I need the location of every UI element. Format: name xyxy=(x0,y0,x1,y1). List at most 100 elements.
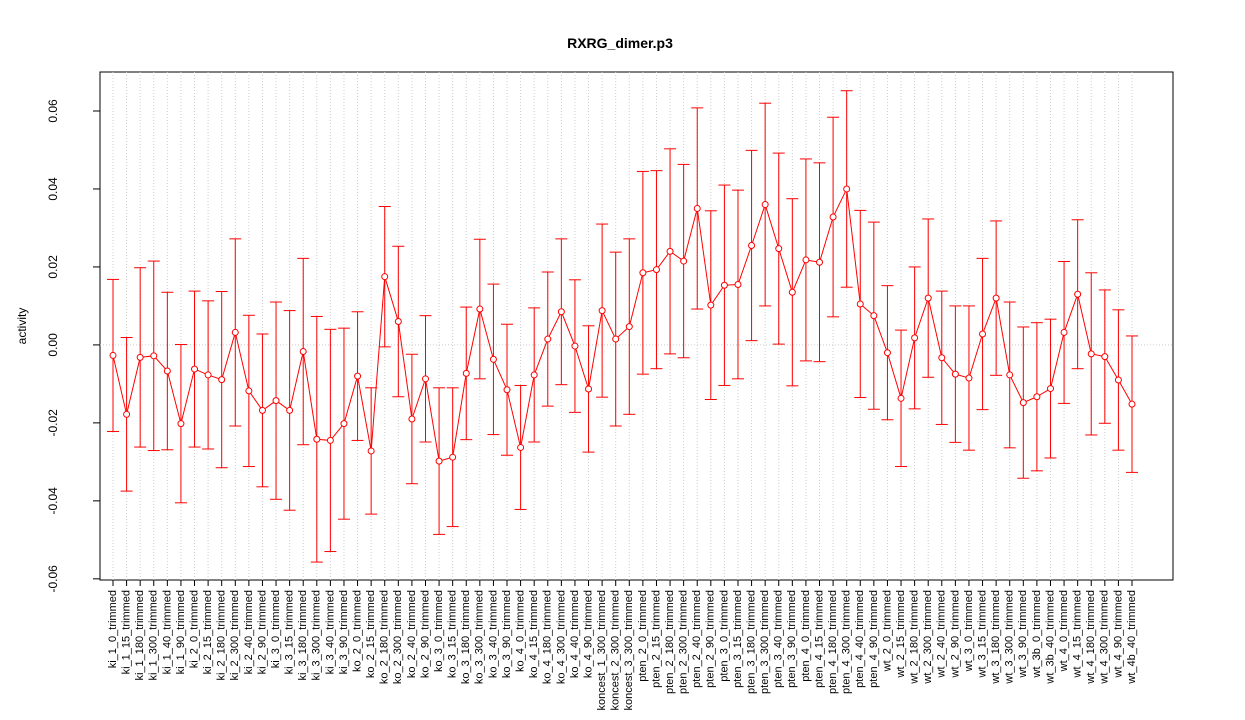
x-tick-label: koncest_2_300_trimmed xyxy=(610,590,622,710)
x-tick-label: ko_2_300_trimmed xyxy=(392,590,404,684)
data-point xyxy=(951,370,959,378)
x-tick-label: ko_4_90_trimmed xyxy=(582,590,594,678)
chart-title: RXRG_dimer.p3 xyxy=(567,35,673,51)
x-tick-label: pten_3_40_trimmed xyxy=(773,590,785,688)
data-point xyxy=(775,245,783,253)
data-point xyxy=(652,266,660,274)
x-tick-label: pten_4_0_trimmed xyxy=(800,590,812,682)
x-tick-label: ko_2_90_trimmed xyxy=(419,590,431,678)
x-tick-label: wt_2_40_trimmed xyxy=(936,590,948,678)
x-tick-label: pten_2_90_trimmed xyxy=(705,590,717,688)
x-tick-label: pten_2_15_trimmed xyxy=(650,590,662,688)
y-tick-label: 0.02 xyxy=(46,255,60,279)
data-point xyxy=(788,288,796,296)
data-point xyxy=(544,335,552,343)
x-tick-label: ki_2_15_trimmed xyxy=(202,590,214,674)
data-point xyxy=(530,371,538,379)
data-point xyxy=(408,415,416,423)
x-tick-label: ko_3_15_trimmed xyxy=(447,590,459,678)
data-point xyxy=(938,354,946,362)
data-point xyxy=(965,374,973,382)
y-tick-label: 0.06 xyxy=(46,99,60,123)
data-point xyxy=(299,348,307,356)
x-tick-label: ko_4_300_trimmed xyxy=(555,590,567,684)
data-point xyxy=(272,397,280,405)
x-tick-label: wt_4_0_trimmed xyxy=(1058,590,1070,672)
data-point xyxy=(421,375,429,383)
data-point xyxy=(394,318,402,326)
y-axis-label: activity xyxy=(15,308,29,345)
data-line xyxy=(112,187,1133,462)
data-point xyxy=(911,334,919,342)
data-point xyxy=(204,371,212,379)
x-tick-label: wt_2_300_trimmed xyxy=(922,590,934,685)
data-point xyxy=(150,352,158,360)
x-tick-label: pten_3_180_trimmed xyxy=(745,590,757,694)
x-tick-label: ki_3_40_trimmed xyxy=(324,590,336,674)
x-tick-label: ki_2_0_trimmed xyxy=(188,590,200,668)
x-tick-label: wt_3_180_trimmed xyxy=(990,590,1002,685)
data-point xyxy=(354,372,362,380)
x-tick-label: wt_3_90_trimmed xyxy=(1017,590,1029,678)
data-point xyxy=(666,247,674,255)
data-point xyxy=(761,201,769,209)
data-point xyxy=(897,394,905,402)
x-tick-label: wt_4_300_trimmed xyxy=(1099,590,1111,685)
x-tick-label: wt_3_300_trimmed xyxy=(1004,590,1016,685)
x-tick-label: pten_2_180_trimmed xyxy=(664,590,676,694)
data-point xyxy=(163,367,171,375)
data-point xyxy=(1060,328,1068,336)
data-point xyxy=(503,386,511,394)
data-point xyxy=(870,312,878,320)
plot-frame xyxy=(99,71,1174,581)
data-point xyxy=(435,457,443,465)
x-tick-label: ko_2_180_trimmed xyxy=(379,590,391,684)
x-tick-label: wt_3b_40_trimmed xyxy=(1044,590,1056,685)
data-point xyxy=(979,330,987,338)
data-point xyxy=(1114,376,1122,384)
data-point xyxy=(1006,371,1014,379)
data-point xyxy=(109,351,117,359)
x-tick-label: wt_2_180_trimmed xyxy=(909,590,921,685)
data-point xyxy=(585,385,593,393)
data-point xyxy=(693,204,701,212)
data-point xyxy=(829,213,837,221)
x-tick-label: ko_2_0_trimmed xyxy=(351,590,363,672)
data-point xyxy=(191,365,199,373)
data-point xyxy=(856,300,864,308)
x-tick-label: ki_2_90_trimmed xyxy=(256,590,268,674)
x-tick-label: pten_3_90_trimmed xyxy=(786,590,798,688)
x-tick-label: ki_1_40_trimmed xyxy=(161,590,173,674)
y-tick-label: -0.06 xyxy=(46,565,60,593)
data-point xyxy=(517,443,525,451)
x-tick-label: ko_3_0_trimmed xyxy=(433,590,445,672)
data-point xyxy=(802,256,810,264)
x-tick-label: pten_4_90_trimmed xyxy=(868,590,880,688)
data-point xyxy=(1046,385,1054,393)
x-tick-label: pten_4_300_trimmed xyxy=(841,590,853,694)
data-point xyxy=(734,280,742,288)
x-tick-label: ko_2_15_trimmed xyxy=(365,590,377,678)
x-tick-label: ki_1_90_trimmed xyxy=(175,590,187,674)
data-point xyxy=(707,301,715,309)
data-point xyxy=(992,294,1000,302)
x-tick-label: wt_2_0_trimmed xyxy=(881,590,893,672)
x-tick-label: ko_3_40_trimmed xyxy=(487,590,499,678)
x-tick-label: pten_3_300_trimmed xyxy=(759,590,771,694)
data-point xyxy=(367,447,375,455)
x-tick-label: ki_1_300_trimmed xyxy=(148,590,160,681)
x-tick-label: ki_1_180_trimmed xyxy=(134,590,146,681)
x-tick-label: wt_3_0_trimmed xyxy=(963,590,975,672)
x-tick-label: ki_1_15_trimmed xyxy=(120,590,132,674)
data-point xyxy=(462,369,470,377)
data-point xyxy=(639,269,647,277)
data-point xyxy=(245,387,253,395)
x-tick-label: wt_2_90_trimmed xyxy=(949,590,961,678)
data-point xyxy=(748,241,756,249)
x-tick-label: ki_2_180_trimmed xyxy=(216,590,228,681)
data-point xyxy=(489,355,497,363)
data-point xyxy=(598,307,606,315)
x-tick-label: ki_2_300_trimmed xyxy=(229,590,241,681)
data-point xyxy=(625,323,633,331)
